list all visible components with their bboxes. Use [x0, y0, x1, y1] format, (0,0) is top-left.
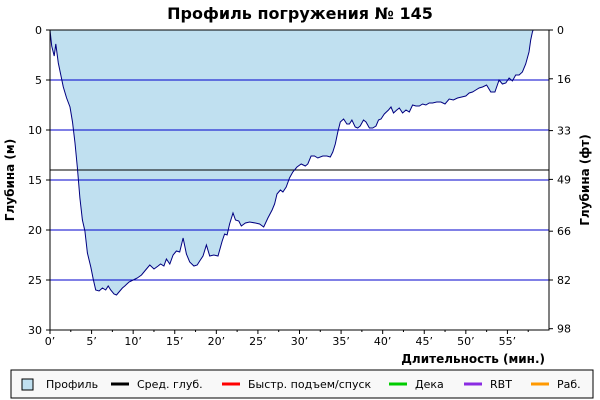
chart-title: Профиль погружения № 145 [167, 4, 433, 23]
x-tick-label: 55’ [499, 335, 517, 348]
x-axis-ticks: 0’ 5’ 10’ 15’ 20’ 25’ 30’ 35’ 40’ 45’ 50’ 55’ [45, 330, 529, 348]
legend-label: Дека [415, 378, 444, 391]
y-right-tick-label: 49 [557, 173, 571, 186]
legend-label: Раб. [557, 378, 581, 391]
y-axis-left-ticks: 0 5 10 15 20 25 30 [28, 24, 50, 337]
profile-line [49, 29, 534, 296]
legend-items: Профиль Сред. глуб. Быстр. подъем/спуск Дек… [21, 378, 581, 391]
x-tick-label: 0’ [45, 335, 56, 348]
x-tick-label: 20’ [208, 335, 226, 348]
x-tick-label: 10’ [124, 335, 142, 348]
y-left-tick-label: 30 [28, 324, 42, 337]
y-axis-right-ticks: 0 16 33 49 66 82 98 [549, 24, 571, 336]
legend-label: Профиль [46, 378, 98, 391]
legend: Профиль Сред. глуб. Быстр. подъем/спуск Дек… [10, 369, 594, 399]
x-tick-label: 25’ [249, 335, 267, 348]
legend-label: Быстр. подъем/спуск [248, 378, 372, 391]
y-right-tick-label: 33 [557, 125, 571, 138]
y-right-tick-label: 16 [557, 73, 571, 86]
y-axis-right-label: Глубина (фт) [578, 134, 592, 225]
x-tick-label: 35’ [332, 335, 350, 348]
x-tick-label: 40’ [374, 335, 392, 348]
x-tick-label: 50’ [457, 335, 475, 348]
x-tick-label: 15’ [166, 335, 184, 348]
y-right-tick-label: 0 [557, 24, 564, 37]
y-left-tick-label: 10 [28, 124, 42, 137]
plot-area [49, 29, 550, 331]
y-left-tick-label: 15 [28, 174, 42, 187]
y-right-tick-label: 82 [557, 274, 571, 287]
legend-swatch-profile [21, 378, 34, 391]
legend-box [10, 369, 594, 399]
y-left-tick-label: 0 [35, 24, 42, 37]
y-right-tick-label: 66 [557, 225, 571, 238]
profile-area [50, 30, 534, 295]
legend-label: RBT [490, 378, 512, 391]
x-axis-label: Длительность (мин.) [401, 352, 545, 366]
y-right-tick-label: 98 [557, 323, 571, 336]
x-tick-label: 30’ [291, 335, 309, 348]
y-axis-left-label: Глубина (м) [3, 139, 17, 221]
x-tick-label: 45’ [416, 335, 434, 348]
y-left-tick-label: 5 [35, 74, 42, 87]
x-tick-label: 5’ [86, 335, 97, 348]
legend-label: Сред. глуб. [137, 378, 203, 391]
y-left-tick-label: 25 [28, 274, 42, 287]
y-left-tick-label: 20 [28, 224, 42, 237]
